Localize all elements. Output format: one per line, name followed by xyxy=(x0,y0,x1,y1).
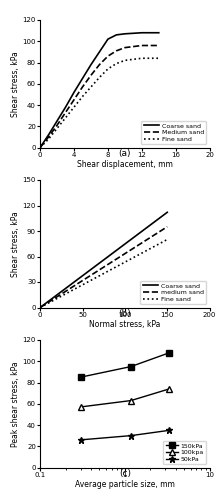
Y-axis label: Shear stress, kPa: Shear stress, kPa xyxy=(11,51,20,116)
Text: (a): (a) xyxy=(119,149,131,158)
Y-axis label: Shear stress, kPa: Shear stress, kPa xyxy=(11,211,20,276)
X-axis label: Shear displacement, mm: Shear displacement, mm xyxy=(77,160,173,170)
Text: (c): (c) xyxy=(119,469,131,478)
Legend: Coarse sand, medium sand, Fine sand: Coarse sand, medium sand, Fine sand xyxy=(140,281,206,304)
Y-axis label: Peak shear stress, kPa: Peak shear stress, kPa xyxy=(11,361,20,446)
X-axis label: Normal stress, kPa: Normal stress, kPa xyxy=(89,320,161,330)
Text: (b): (b) xyxy=(118,309,131,318)
X-axis label: Average particle size, mm: Average particle size, mm xyxy=(75,480,175,490)
Legend: 150kPa, 100kpa, 50kPa: 150kPa, 100kpa, 50kPa xyxy=(163,441,206,464)
Legend: Coarse sand, Medium sand, Fine sand: Coarse sand, Medium sand, Fine sand xyxy=(141,120,206,144)
